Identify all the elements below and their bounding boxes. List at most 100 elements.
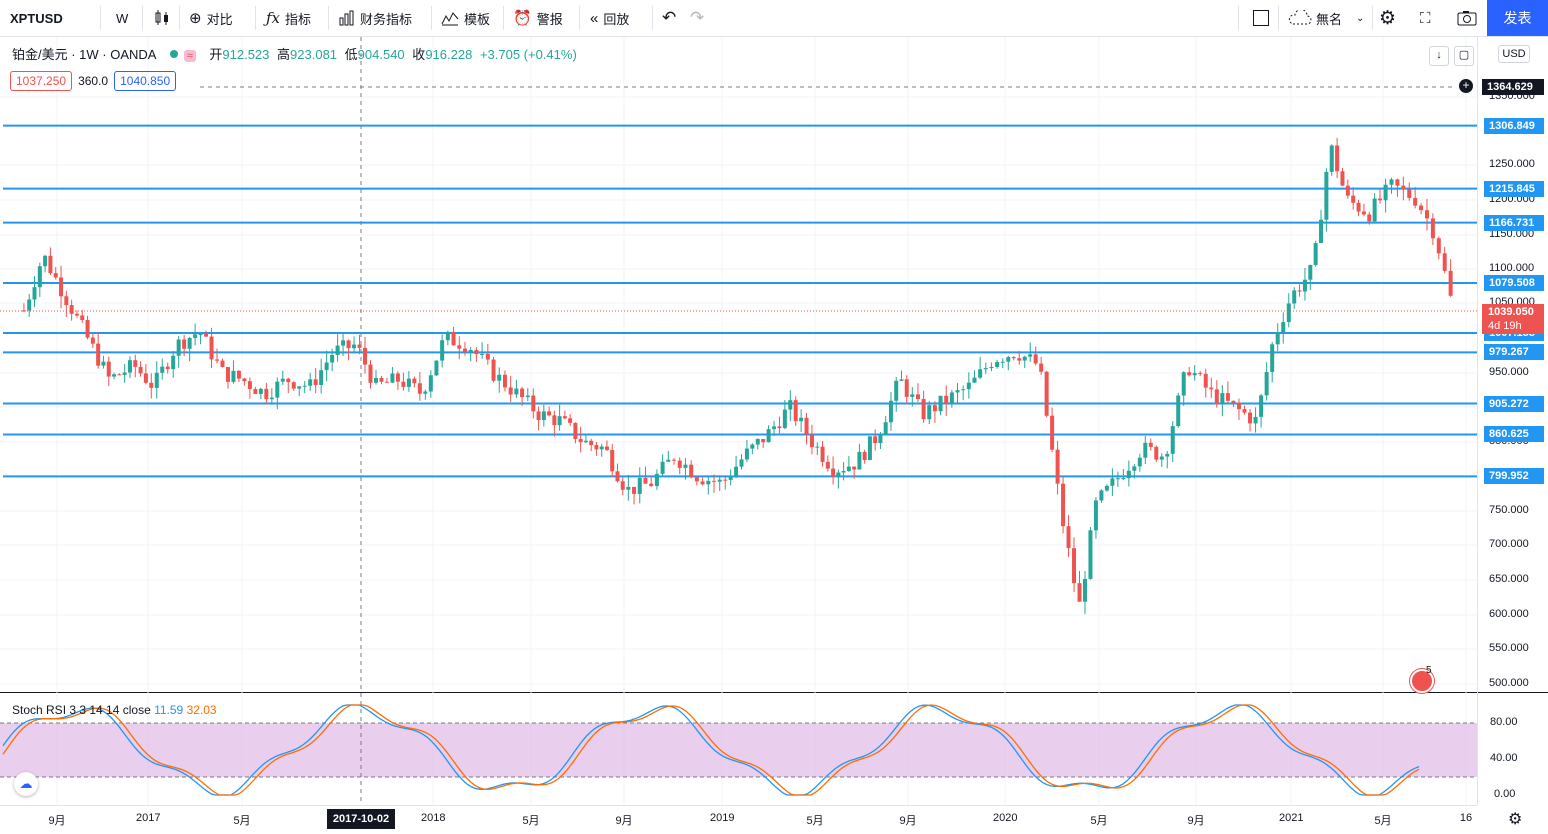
candle-body (1033, 354, 1038, 364)
price-tick: 950.000 (1489, 366, 1529, 378)
rsi-tick: 0.00 (1494, 788, 1516, 800)
sell-price-button[interactable]: 1037.250 (10, 71, 73, 91)
undo-button[interactable]: ↶ (662, 0, 676, 36)
candle-body (1319, 219, 1324, 244)
replay-label: 回放 (603, 11, 630, 27)
gear-icon: ⚙ (1508, 811, 1523, 828)
symbol-search[interactable]: XPTUSD (10, 10, 63, 26)
time-tick: 5月 (522, 815, 540, 827)
candle-body (1220, 393, 1225, 405)
candle-body (215, 359, 220, 361)
candle-body (1248, 412, 1253, 424)
currency-button[interactable]: USD (1498, 45, 1530, 63)
level-price-label: 979.267 (1484, 344, 1544, 361)
candle-body (269, 397, 274, 400)
candle-body (90, 337, 95, 344)
stoch-rsi-legend[interactable]: Stoch RSI 3 3 14 14 close 11.59 32.03 (12, 703, 217, 717)
candle-body (1121, 478, 1126, 480)
snapshot-button[interactable] (1457, 0, 1477, 36)
candle-body (1115, 478, 1120, 480)
candle-body (1361, 211, 1366, 215)
candle-body (275, 381, 280, 398)
candle-body (64, 296, 69, 306)
candle-body (995, 362, 1000, 367)
economic-events-icon[interactable] (1410, 669, 1434, 693)
layout-name-menu[interactable]: 無名 ⌄ (1288, 0, 1364, 36)
candlesticks (21, 137, 1453, 614)
toolbar-divider (328, 6, 329, 30)
candle-body (809, 434, 814, 448)
candle-body (972, 377, 977, 383)
candle-body (313, 379, 318, 386)
high-label: 高 (277, 47, 291, 62)
maximize-pane-button[interactable]: ▢ (1454, 46, 1474, 66)
financials-button[interactable]: 财务指标 (339, 0, 412, 36)
rsi-band (0, 722, 1477, 778)
price-tick: 1250.000 (1489, 158, 1535, 170)
candle-body (1377, 198, 1382, 201)
candle-body (143, 373, 148, 383)
candle-body (1006, 357, 1011, 362)
candle-body (395, 373, 400, 382)
candle-body (1286, 303, 1291, 323)
candle-body (568, 418, 573, 423)
candle-body (53, 273, 58, 278)
candle-body (1389, 179, 1394, 185)
stoch-rsi-label: Stoch RSI 3 3 14 14 close (12, 703, 151, 717)
price-chart[interactable] (0, 37, 1548, 834)
candle-body (744, 448, 749, 460)
candle-body (363, 347, 368, 365)
candle-body (1253, 416, 1258, 424)
redo-button[interactable]: ↷ (690, 0, 704, 36)
candle-body (1000, 361, 1005, 363)
indicators-button[interactable]: ƒx 指标 (266, 0, 311, 36)
candle-body (944, 395, 949, 404)
settings-button[interactable]: ⚙ (1379, 0, 1396, 36)
time-tick: 5月 (806, 815, 824, 827)
candle-body (160, 366, 165, 373)
chart-style-button[interactable] (153, 0, 171, 36)
time-tick: 16 (1459, 812, 1473, 824)
candle-body (302, 385, 307, 387)
symbol-description[interactable]: 铂金/美元 · 1W · OANDA (12, 47, 157, 62)
replay-button[interactable]: «回放 (590, 0, 629, 36)
collapse-pane-button[interactable]: ↓ (1429, 46, 1449, 66)
candle-body (1099, 490, 1104, 501)
open-value: 912.523 (222, 47, 270, 62)
candle-body (755, 439, 760, 445)
candle-body (927, 405, 932, 420)
candle-body (451, 331, 456, 346)
candle-body (706, 480, 711, 485)
candle-body (85, 320, 90, 338)
candle-body (1126, 470, 1131, 479)
candle-body (541, 411, 546, 421)
publish-button[interactable]: 发表 (1487, 0, 1548, 36)
candle-body (379, 377, 384, 382)
candle-body (412, 378, 417, 384)
candle-body (154, 372, 159, 388)
time-tick: 2021 (1279, 812, 1304, 824)
time-axis-settings-button[interactable]: ⚙ (1508, 809, 1522, 829)
fullscreen-button[interactable]: ⛶ (1420, 0, 1431, 36)
fullscreen-layout-button[interactable] (1252, 0, 1270, 36)
collapse-pane-icon[interactable]: ☁ (14, 772, 38, 796)
candle-body (649, 483, 654, 487)
interval-selector[interactable]: W (116, 10, 129, 26)
compare-button[interactable]: ⊕ 对比 (189, 0, 233, 36)
candle-body (514, 388, 519, 395)
candle-body (712, 480, 717, 482)
candle-body (423, 391, 428, 394)
candle-body (330, 354, 335, 363)
candle-body (1442, 253, 1447, 271)
maximize-icon: ▢ (1458, 49, 1470, 61)
add-alert-plus-icon[interactable]: + (1459, 79, 1473, 93)
templates-button[interactable]: 模板 (441, 0, 490, 36)
crosshair-date-label: 2017-10-02 (327, 809, 395, 829)
candle-body (915, 394, 920, 400)
candle-body (520, 388, 525, 398)
candle-body (983, 368, 988, 370)
gear-icon: ⚙ (1379, 7, 1397, 29)
candle-body (604, 446, 609, 450)
buy-price-button[interactable]: 1040.850 (114, 71, 177, 91)
alert-button[interactable]: ⏰ 警报 (513, 0, 563, 36)
